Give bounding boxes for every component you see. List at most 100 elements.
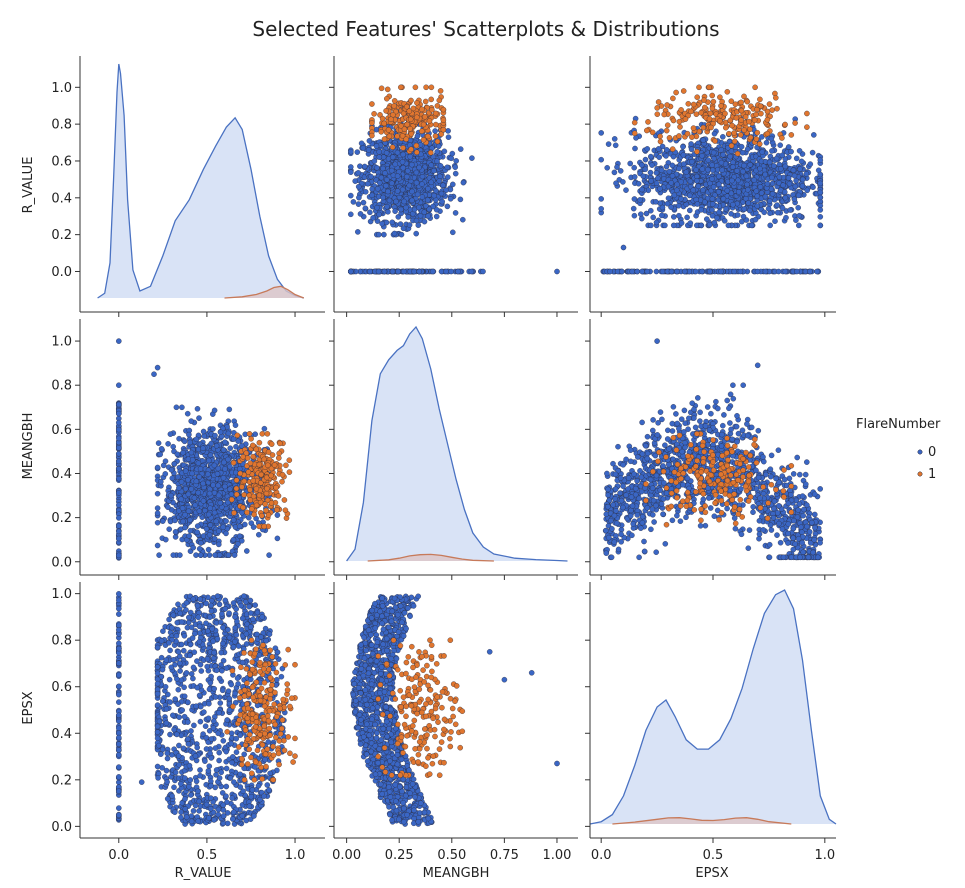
point-class0 [747,162,753,168]
point-class1 [804,110,810,117]
point-class0 [178,496,184,502]
point-class0 [196,546,203,552]
panels-layer: 0.00.20.40.60.81.00.00.20.40.60.81.00.00… [51,56,837,863]
point-class0 [182,468,189,474]
point-class1 [253,485,260,492]
point-class0 [693,268,699,275]
point-class1 [391,98,398,104]
point-class1 [788,132,795,138]
point-class0 [188,449,195,456]
point-class1 [378,129,384,135]
point-class0 [753,188,760,194]
point-class0 [116,502,122,508]
point-class0 [400,165,406,171]
point-class0 [421,209,428,215]
point-class0 [686,268,693,275]
point-class0 [721,218,728,224]
point-class1 [706,116,713,122]
point-class1 [664,102,670,108]
point-class0 [639,215,645,222]
point-class0 [441,148,448,155]
point-class0 [225,430,232,437]
point-class0 [782,194,789,201]
point-class0 [428,162,434,168]
point-class0 [196,508,203,514]
point-class1 [673,89,679,96]
point-class0 [433,206,440,213]
point-class0 [790,167,797,174]
point-class0 [416,164,422,171]
point-class0 [769,148,775,154]
point-class0 [384,203,390,210]
point-class1 [244,455,251,461]
point-class1 [782,121,788,128]
point-class0 [370,215,376,221]
point-class0 [659,212,665,219]
point-class0 [695,183,702,190]
point-class0 [369,192,375,199]
point-class0 [355,201,362,207]
point-class1 [279,471,286,478]
point-class1 [680,88,687,94]
point-class0 [649,162,655,168]
point-class0 [230,536,237,543]
point-class0 [154,464,161,471]
point-class1 [657,138,664,145]
point-class0 [711,219,718,226]
point-class1 [707,110,714,117]
point-class1 [401,126,408,132]
point-class0 [757,165,763,172]
point-class1 [400,110,407,117]
point-class0 [655,146,662,152]
point-class0 [256,531,262,538]
point-class1 [420,137,427,143]
point-class1 [246,431,253,437]
point-class1 [240,454,246,460]
point-class0 [708,410,714,417]
point-class0 [357,211,364,217]
point-class0 [767,198,773,204]
point-class0 [413,179,420,186]
point-class1 [766,101,773,107]
point-class1 [733,115,740,121]
point-class1 [432,110,439,117]
point-class0 [783,214,789,221]
point-class1 [433,121,439,128]
point-class0 [431,167,437,174]
point-class1 [693,111,700,117]
point-class0 [116,528,122,535]
point-class0 [734,168,740,174]
point-class0 [469,155,475,161]
point-class1 [265,462,271,469]
point-class0 [720,151,726,158]
point-class0 [793,217,799,223]
point-class0 [619,268,625,275]
point-class0 [655,175,661,181]
point-class0 [154,505,161,511]
point-class0 [689,159,695,165]
point-class0 [455,268,461,275]
point-class0 [194,529,200,535]
point-class0 [648,153,654,160]
point-class1 [414,114,420,121]
point-class0 [657,185,663,192]
point-class0 [777,142,783,148]
point-class1 [654,105,660,111]
point-class1 [276,450,282,457]
point-class0 [205,511,212,518]
point-class1 [268,472,274,479]
point-class0 [680,143,686,150]
point-class0 [640,173,647,179]
point-class1 [253,502,260,509]
point-class0 [389,268,396,275]
point-class0 [779,205,786,211]
point-class0 [656,154,662,160]
point-class0 [380,194,386,201]
point-class0 [452,170,459,177]
point-class0 [598,196,604,202]
point-class0 [210,482,216,488]
point-class0 [809,149,816,156]
point-class1 [426,118,433,124]
point-class0 [698,207,704,213]
point-class0 [358,140,365,147]
